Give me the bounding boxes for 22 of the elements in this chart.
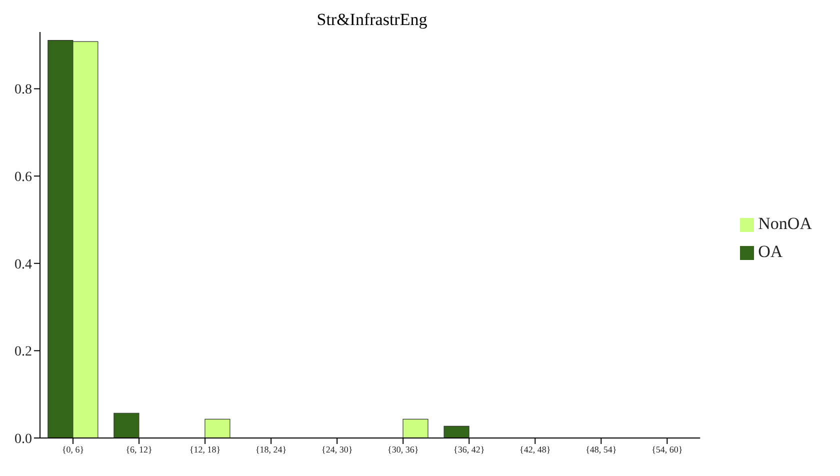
x-tick-label: {0, 6} bbox=[62, 444, 84, 454]
y-tick-label: 0.4 bbox=[14, 257, 32, 272]
bar bbox=[204, 418, 230, 438]
x-tick-label: {48, 54} bbox=[586, 444, 617, 454]
x-tick-label: {42, 48} bbox=[520, 444, 551, 454]
legend-label: NonOA bbox=[758, 214, 812, 233]
x-tick-label: {36, 42} bbox=[454, 444, 485, 454]
y-tick-label: 0.2 bbox=[14, 344, 32, 360]
x-tick-label: {24, 30} bbox=[322, 444, 353, 454]
bar bbox=[444, 426, 470, 438]
y-tick-label: 0.0 bbox=[14, 432, 32, 447]
x-tick-label: {6, 12} bbox=[126, 444, 152, 454]
x-tick-label: {12, 18} bbox=[189, 444, 221, 454]
bar bbox=[114, 412, 140, 438]
x-tick-label: {54, 60} bbox=[652, 444, 683, 454]
chart-title: Str&InfrastrEng bbox=[316, 10, 428, 30]
x-tick-label: {18, 24} bbox=[255, 444, 287, 454]
legend-label: OA bbox=[758, 242, 783, 261]
y-tick-label: 0.6 bbox=[14, 170, 32, 186]
bar bbox=[402, 418, 428, 438]
x-tick-label: {30, 36} bbox=[388, 444, 419, 454]
y-tick-label: 0.8 bbox=[14, 82, 32, 98]
